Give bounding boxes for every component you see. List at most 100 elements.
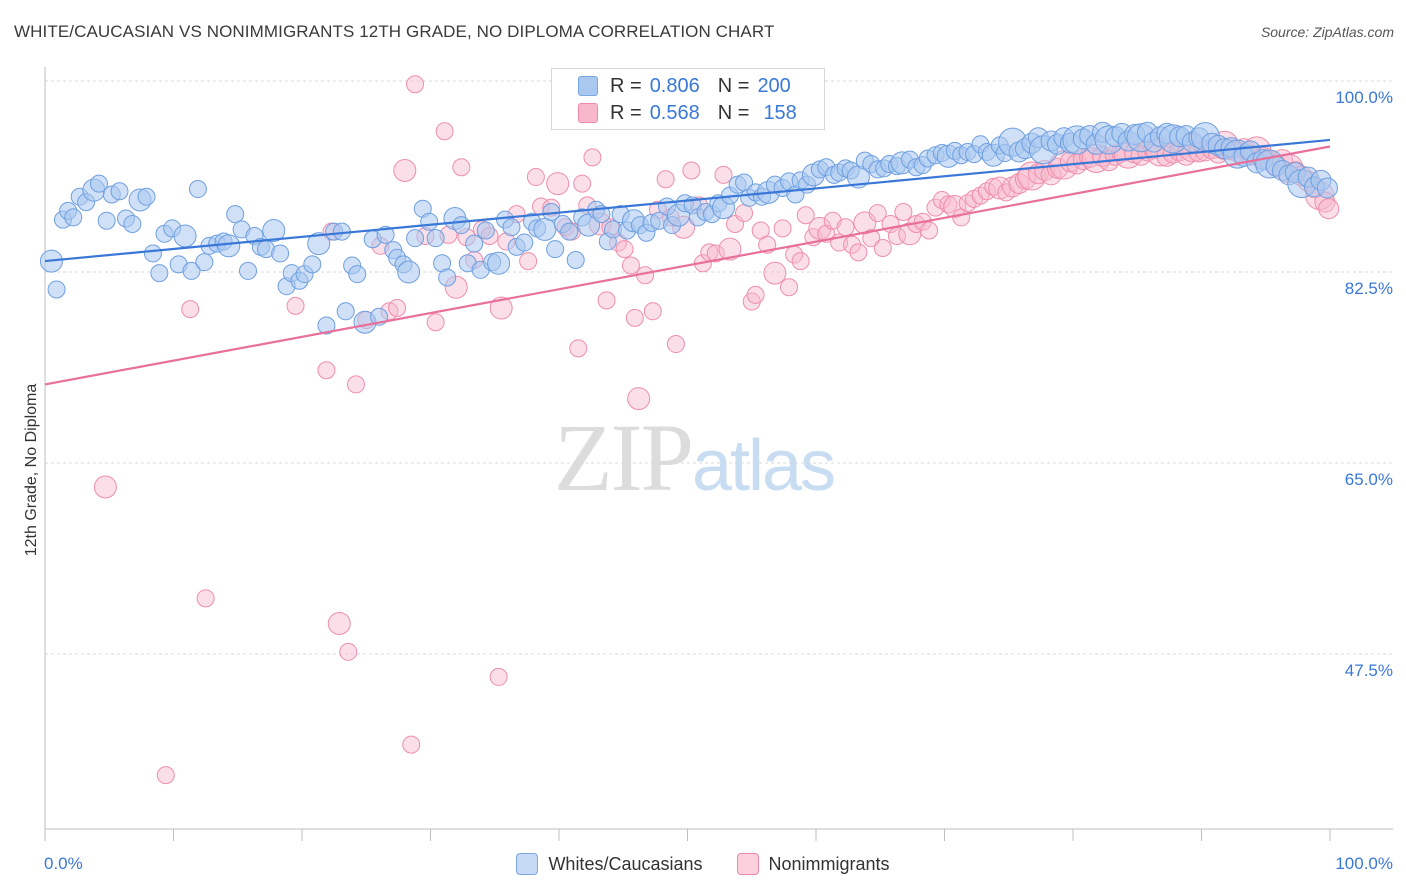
nonimmigrants-points <box>93 75 1340 785</box>
y-tick-label: 82.5% <box>1345 279 1393 298</box>
nonimmigrants-point <box>388 299 407 318</box>
nonimmigrants-point <box>780 278 799 297</box>
r-key: R = <box>610 74 642 97</box>
whites-point <box>188 180 207 199</box>
whites-point <box>217 234 241 258</box>
y-axis-label: 12th Grade, No Diploma <box>23 383 40 557</box>
x-tick-label-min: 0.0% <box>44 854 83 873</box>
nonimmigrants-point <box>346 375 365 394</box>
stats-row-whites: R = 0.806 N = 200 <box>552 74 791 98</box>
nonimmigrants-point <box>627 387 651 411</box>
nonimmigrants-point <box>546 172 570 196</box>
nonimmigrants-point <box>317 361 336 380</box>
nonimmigrants-point <box>656 170 675 189</box>
whites-point <box>143 244 162 263</box>
whites-point <box>137 187 156 206</box>
nonimmigrants-point <box>1008 173 1030 195</box>
n-value: 200 <box>757 74 791 97</box>
nonimmigrants-point <box>393 158 417 182</box>
r-value: 0.568 <box>649 101 700 124</box>
nonimmigrants-point <box>489 296 513 320</box>
whites-point <box>110 182 129 201</box>
r-key: R = <box>610 101 642 124</box>
whites-point <box>97 211 116 230</box>
stats-legend: R = 0.806 N = 200 R = 0.568 N = 158 <box>551 68 825 130</box>
nonimmigrants-point <box>156 766 175 785</box>
nonimmigrants-point <box>452 158 471 177</box>
whites-point <box>502 218 521 237</box>
nonimmigrants-point <box>573 174 592 193</box>
whites-point <box>546 240 565 259</box>
whites-point <box>487 251 511 275</box>
whites-point <box>226 205 245 224</box>
nonimmigrants-point <box>597 291 616 310</box>
whites-point <box>271 244 290 263</box>
nonimmigrants-point <box>682 161 701 180</box>
nonimmigrants-point <box>862 229 881 248</box>
n-value: 158 <box>763 101 797 124</box>
nonimmigrants-point <box>435 122 454 141</box>
x-tick-label-max: 100.0% <box>1335 854 1393 873</box>
y-tick-label: 47.5% <box>1345 661 1393 680</box>
nonimmigrants-point <box>526 168 545 187</box>
nonimmigrants-point <box>791 252 810 271</box>
nonimmigrants-point <box>339 642 358 661</box>
r-value: 0.806 <box>649 74 700 97</box>
nonimmigrants-point <box>181 300 200 319</box>
nonimmigrants-trend-line <box>44 145 1331 386</box>
axes <box>44 67 1393 841</box>
whites-point <box>239 261 258 280</box>
stats-row-nonimmigrants: R = 0.568 N = 158 <box>552 101 797 125</box>
whites-point <box>336 302 355 321</box>
nonimmigrants-point <box>615 240 634 259</box>
nonimmigrants-point <box>327 611 351 635</box>
whites-point <box>150 264 169 283</box>
legend-item-nonimmigrants[interactable]: Nonimmigrants <box>736 853 890 875</box>
whites-point <box>533 217 557 241</box>
whites-swatch <box>578 76 598 96</box>
nonimmigrants-point <box>621 256 640 275</box>
nonimmigrants-point <box>286 296 305 315</box>
whites-point <box>515 233 534 252</box>
whites-point <box>262 219 286 243</box>
whites-point <box>452 216 471 235</box>
whites-point <box>560 222 579 241</box>
grid-lines <box>45 80 1393 655</box>
whites-point <box>476 221 495 240</box>
nonimmigrants-point <box>718 237 742 261</box>
whites-point <box>420 212 439 231</box>
nonimmigrants-point <box>894 202 913 221</box>
nonimmigrants-point <box>426 313 445 332</box>
nonimmigrants-point <box>735 204 754 223</box>
whites-point <box>397 260 421 284</box>
whites-point <box>89 174 108 193</box>
nonimmigrants-point <box>643 302 662 321</box>
nonimmigrants-point <box>625 308 644 327</box>
nonimmigrants-point <box>583 148 602 167</box>
whites-point <box>348 265 367 284</box>
nonimmigrants-point <box>773 219 792 238</box>
nonimmigrants-point <box>93 475 117 499</box>
whites-trend-line <box>44 138 1331 263</box>
whites-point <box>182 261 201 280</box>
whites-point <box>307 232 331 256</box>
whites-point <box>123 214 142 233</box>
nonimmigrants-point <box>746 285 765 304</box>
nonimmigrants-point <box>706 244 725 263</box>
nonimmigrants-legend-swatch <box>736 853 759 875</box>
whites-point <box>303 255 322 274</box>
whites-point <box>406 229 425 248</box>
nonimmigrants-point <box>196 589 215 608</box>
whites-point <box>376 225 395 244</box>
nonimmigrants-point <box>849 243 868 262</box>
nonimmigrants-point <box>842 235 861 254</box>
nonimmigrants-point <box>714 165 733 184</box>
legend-label-nonimmigrants: Nonimmigrants <box>768 853 890 874</box>
nonimmigrants-point <box>489 667 508 686</box>
nonimmigrants-point <box>402 735 421 754</box>
whites-point <box>317 316 336 335</box>
whites-point <box>1316 177 1338 199</box>
whites-legend-swatch <box>516 853 539 875</box>
whites-point <box>173 224 197 248</box>
legend-item-whites[interactable]: Whites/Caucasians <box>516 853 703 875</box>
